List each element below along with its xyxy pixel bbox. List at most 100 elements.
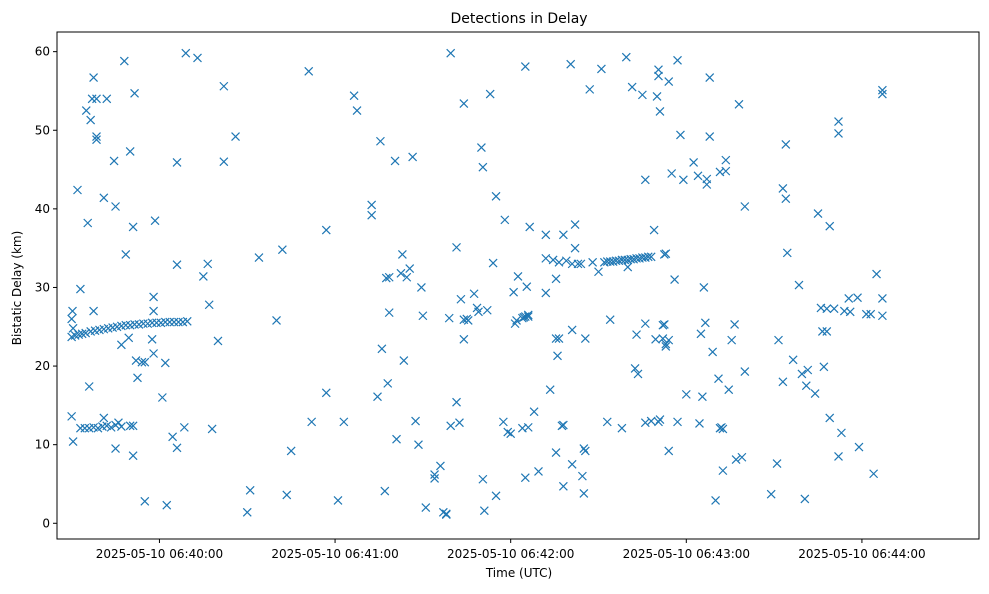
data-point <box>172 260 182 270</box>
data-point <box>772 459 782 468</box>
data-point <box>147 318 157 328</box>
data-point <box>782 248 792 258</box>
data-point <box>705 73 715 83</box>
data-point <box>693 171 703 181</box>
data-point <box>861 309 871 319</box>
data-point <box>655 415 665 424</box>
data-point <box>788 355 798 365</box>
x-tick-label: 2025-05-10 06:40:00 <box>96 547 223 561</box>
data-point <box>594 267 603 277</box>
data-point <box>455 418 464 428</box>
data-point <box>92 94 101 104</box>
data-point <box>623 262 633 272</box>
data-point <box>125 147 135 156</box>
data-point <box>576 259 586 269</box>
data-point <box>476 143 486 152</box>
data-point <box>731 455 741 465</box>
data-point <box>632 330 641 340</box>
data-point <box>711 496 720 505</box>
data-point <box>367 210 377 220</box>
data-point <box>286 446 296 456</box>
data-point <box>579 444 589 454</box>
data-point <box>402 272 412 282</box>
data-point <box>730 319 740 329</box>
data-point <box>872 269 881 279</box>
data-point <box>87 94 97 104</box>
data-point <box>321 225 331 235</box>
data-point <box>627 82 637 92</box>
data-point <box>130 88 139 98</box>
data-point <box>523 312 533 321</box>
data-point <box>99 413 109 423</box>
data-point <box>182 316 192 326</box>
data-point <box>718 424 728 434</box>
data-point <box>109 156 119 166</box>
data-point <box>829 304 839 314</box>
data-point <box>392 434 401 444</box>
data-point <box>500 215 510 225</box>
data-point <box>676 130 685 140</box>
x-tick-label: 2025-05-10 06:42:00 <box>447 547 574 561</box>
data-point <box>678 175 688 185</box>
data-point <box>541 253 551 263</box>
data-point <box>654 65 663 75</box>
chart-title: Detections in Delay <box>450 11 587 27</box>
data-point <box>661 339 671 349</box>
data-point <box>446 421 456 431</box>
data-point <box>68 323 78 333</box>
data-point <box>661 249 671 259</box>
data-point <box>702 174 712 184</box>
data-point <box>149 292 159 302</box>
data-point <box>231 132 240 141</box>
axes: 2025-05-10 06:40:00 2025-05-10 06:41:00 20… <box>35 45 926 561</box>
data-point <box>695 419 704 428</box>
data-point <box>452 242 461 252</box>
data-point <box>416 283 426 292</box>
data-point <box>408 152 418 162</box>
data-point <box>654 71 663 81</box>
data-point <box>376 136 385 146</box>
data-point <box>203 259 213 269</box>
data-point <box>479 506 489 516</box>
data-point <box>207 424 217 434</box>
data-point <box>430 470 440 479</box>
data-point <box>242 507 252 517</box>
data-point <box>140 496 150 506</box>
data-point <box>822 304 832 314</box>
data-point <box>172 443 182 453</box>
y-tick-label: 10 <box>35 438 50 452</box>
data-point <box>551 448 561 457</box>
data-point <box>160 358 170 368</box>
y-tick-label: 60 <box>35 45 50 59</box>
data-point <box>541 230 551 240</box>
data-point <box>825 221 835 231</box>
data-point <box>152 318 161 328</box>
data-point <box>92 135 101 145</box>
data-point <box>125 421 135 431</box>
y-tick-label: 50 <box>35 123 50 137</box>
data-point <box>667 169 677 178</box>
data-point <box>488 258 498 268</box>
data-point <box>778 183 788 193</box>
data-point <box>277 245 287 255</box>
data-point <box>485 89 495 99</box>
data-point <box>245 485 255 495</box>
data-point <box>174 317 183 327</box>
data-point <box>654 417 663 427</box>
y-axis-label: Bistatic Delay (km) <box>10 231 24 346</box>
data-point <box>822 327 832 336</box>
data-point <box>89 306 99 316</box>
data-point <box>813 209 823 219</box>
data-point <box>181 48 191 58</box>
data-point <box>119 56 129 66</box>
data-point <box>106 422 116 432</box>
data-point <box>463 316 473 325</box>
data-point <box>441 510 451 520</box>
data-point <box>436 461 445 471</box>
data-point <box>700 318 710 328</box>
data-point <box>414 440 423 450</box>
data-point <box>561 256 571 266</box>
data-point <box>130 319 139 329</box>
data-point <box>384 308 394 318</box>
